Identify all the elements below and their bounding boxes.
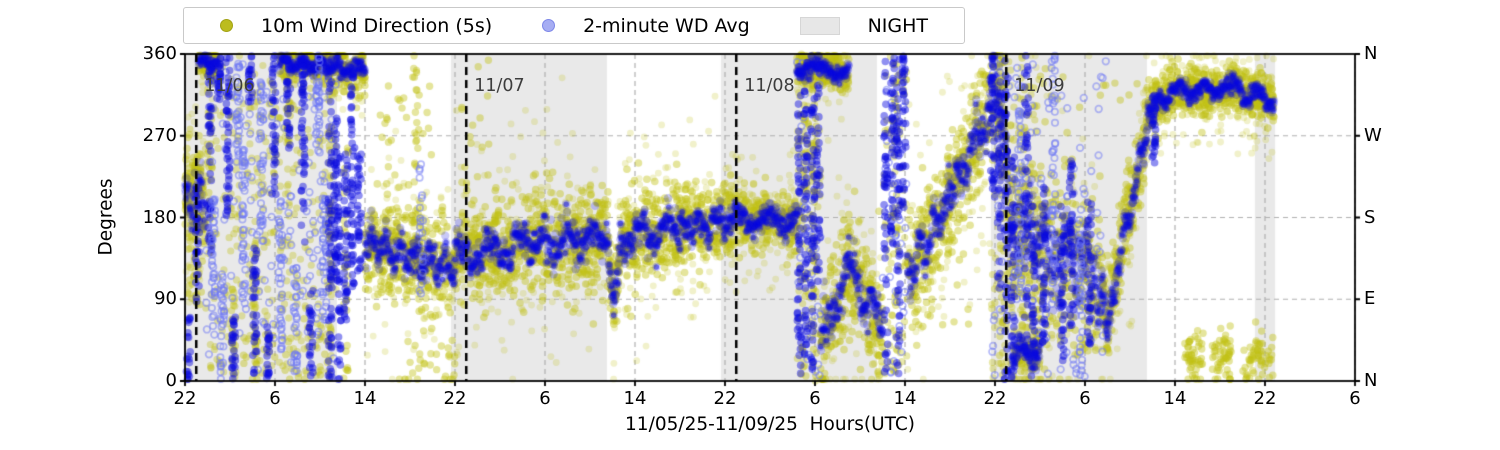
x-tick-label: 6 — [1079, 388, 1091, 409]
x-tick-label: 6 — [809, 388, 821, 409]
legend-item-2min-avg: 2-minute WD Avg — [542, 15, 750, 37]
y-axis-label: Degrees — [95, 178, 117, 256]
night-patch-icon — [799, 16, 840, 35]
date-annotation: 11/07 — [474, 76, 525, 96]
legend-label-wind-direction-5s: 10m Wind Direction (5s) — [261, 14, 493, 37]
legend-item-wind-direction-5s: 10m Wind Direction (5s) — [220, 15, 492, 37]
olive-dot-marker-icon — [220, 19, 233, 32]
x-tick-label: 22 — [443, 388, 467, 409]
x-tick-label: 22 — [1253, 388, 1277, 409]
x-tick-label: 14 — [623, 388, 647, 409]
compass-tick-label: W — [1364, 124, 1382, 146]
x-tick-label: 14 — [1163, 388, 1187, 409]
x-tick-label: 6 — [539, 388, 551, 409]
compass-tick-label: S — [1364, 206, 1376, 228]
y-tick-label: 180 — [142, 206, 177, 228]
y-tick-label: 360 — [142, 43, 177, 64]
legend-item-night: NIGHT — [799, 14, 928, 37]
compass-tick-label: N — [1364, 43, 1378, 64]
date-annotation: 11/09 — [1014, 76, 1065, 96]
x-tick-label: 22 — [173, 388, 197, 409]
y-tick-label: 0 — [165, 370, 177, 391]
x-axis-label: 11/05/25-11/09/25 Hours(UTC) — [625, 414, 915, 435]
x-tick-label: 6 — [1349, 388, 1361, 409]
date-annotation: 11/06 — [204, 76, 255, 96]
legend: 10m Wind Direction (5s) 2-minute WD Avg … — [183, 7, 965, 44]
compass-tick-label: N — [1364, 370, 1378, 391]
y-tick-label: 90 — [154, 288, 177, 310]
compass-tick-label: E — [1364, 288, 1376, 310]
x-tick-label: 22 — [713, 388, 737, 409]
x-tick-label: 14 — [353, 388, 377, 409]
x-tick-label: 22 — [983, 388, 1007, 409]
legend-label-2min-avg: 2-minute WD Avg — [583, 14, 750, 37]
x-tick-label: 14 — [893, 388, 917, 409]
legend-label-night: NIGHT — [867, 14, 928, 37]
date-annotation: 11/08 — [744, 76, 795, 96]
blue-dot-marker-icon — [542, 19, 556, 32]
y-tick-label: 270 — [142, 124, 177, 146]
x-tick-label: 6 — [269, 388, 281, 409]
